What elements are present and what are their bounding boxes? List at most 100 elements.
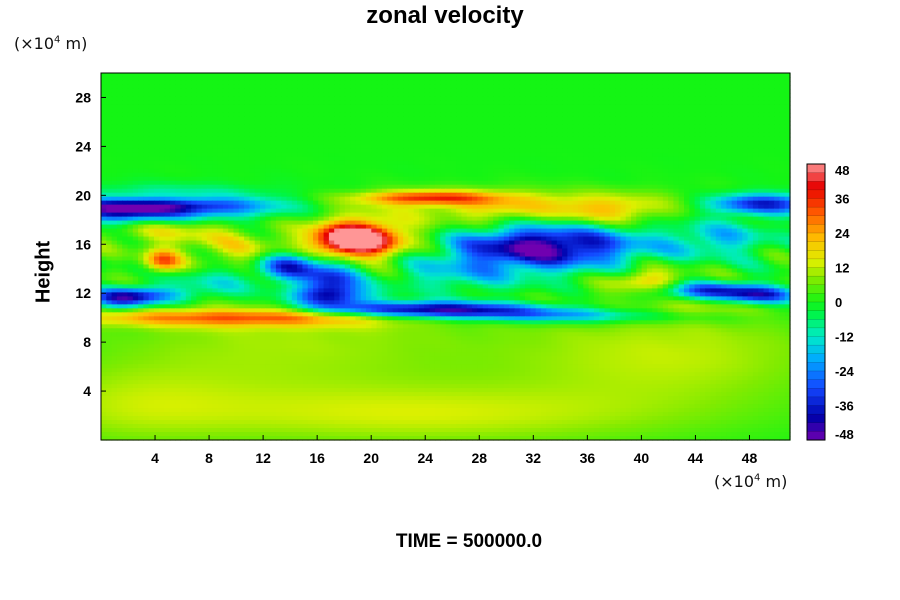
- field-cell: [668, 136, 674, 142]
- field-cell: [371, 188, 378, 194]
- field-cell: [233, 156, 240, 162]
- field-cell: [737, 112, 743, 118]
- field-cell: [318, 73, 325, 78]
- field-cell: [450, 73, 457, 78]
- field-cell: [175, 196, 182, 202]
- field-cell: [313, 96, 319, 102]
- field-cell: [143, 80, 150, 86]
- field-cell: [196, 132, 203, 138]
- field-cell: [434, 76, 441, 82]
- field-cell: [307, 148, 314, 154]
- field-cell: [196, 176, 203, 182]
- field-cell: [578, 88, 584, 94]
- field-cell: [116, 216, 123, 222]
- field-cell: [191, 224, 197, 230]
- field-cell: [344, 160, 351, 166]
- field-cell: [567, 164, 574, 170]
- field-cell: [498, 128, 505, 134]
- field-cell: [397, 184, 404, 190]
- field-cell: [535, 164, 542, 170]
- field-cell: [758, 80, 765, 86]
- field-cell: [164, 112, 171, 118]
- field-cell: [138, 216, 144, 222]
- field-cell: [556, 140, 563, 146]
- field-cell: [371, 112, 378, 118]
- field-cell: [694, 73, 701, 78]
- field-cell: [540, 76, 547, 82]
- x-axis-unit: (×104 m): [714, 472, 788, 491]
- field-cell: [599, 84, 606, 90]
- field-cell: [408, 212, 415, 218]
- field-cell: [392, 196, 399, 202]
- field-cell: [652, 100, 659, 106]
- field-cell: [646, 184, 653, 190]
- field-cell: [127, 136, 134, 142]
- field-cell: [318, 120, 325, 126]
- field-cell: [371, 104, 378, 110]
- field-cell: [519, 172, 526, 178]
- field-cell: [440, 120, 447, 126]
- field-cell: [525, 208, 531, 214]
- field-cell: [254, 160, 261, 166]
- field-cell: [631, 128, 637, 134]
- field-cell: [344, 124, 351, 130]
- field-cell: [307, 176, 314, 182]
- field-cell: [350, 192, 356, 198]
- field-cell: [159, 164, 166, 170]
- field-cell: [461, 168, 468, 174]
- field-cell: [731, 128, 738, 134]
- field-cell: [419, 168, 425, 174]
- field-cell: [318, 76, 325, 82]
- field-cell: [445, 128, 452, 134]
- field-cell: [472, 164, 478, 170]
- field-cell: [731, 132, 738, 138]
- field-cell: [514, 124, 521, 130]
- field-cell: [694, 160, 701, 166]
- field-cell: [503, 132, 510, 138]
- field-cell: [297, 120, 303, 126]
- field-cell: [429, 144, 436, 150]
- field-cell: [397, 168, 404, 174]
- field-cell: [122, 132, 129, 138]
- field-cell: [260, 84, 266, 90]
- field-cell: [493, 116, 500, 122]
- field-cell: [254, 224, 261, 230]
- field-cell: [599, 184, 606, 190]
- field-cell: [509, 100, 515, 106]
- field-cell: [440, 124, 447, 130]
- field-cell: [318, 84, 325, 90]
- field-cell: [784, 112, 791, 118]
- field-cell: [185, 92, 192, 98]
- field-cell: [774, 156, 780, 162]
- field-cell: [461, 196, 468, 202]
- field-cell: [509, 192, 515, 198]
- field-cell: [673, 112, 680, 118]
- field-cell: [228, 160, 235, 166]
- field-cell: [514, 220, 521, 226]
- field-cell: [673, 136, 680, 142]
- field-cell: [578, 76, 584, 82]
- field-cell: [752, 112, 759, 118]
- field-cell: [148, 184, 155, 190]
- field-cell: [238, 84, 245, 90]
- field-cell: [275, 140, 282, 146]
- field-cell: [636, 116, 643, 122]
- field-cell: [408, 176, 415, 182]
- field-cell: [201, 216, 208, 222]
- field-cell: [111, 188, 118, 194]
- field-cell: [164, 208, 171, 214]
- field-cell: [376, 120, 383, 126]
- field-cell: [381, 204, 388, 210]
- field-cell: [689, 156, 696, 162]
- field-cell: [408, 180, 415, 186]
- field-cell: [212, 140, 219, 146]
- field-cell: [132, 84, 139, 90]
- field-cell: [175, 136, 182, 142]
- field-cell: [482, 184, 489, 190]
- field-cell: [101, 92, 107, 98]
- field-cell: [408, 152, 415, 158]
- field-cell: [291, 76, 298, 82]
- field-cell: [440, 168, 447, 174]
- field-cell: [593, 200, 600, 206]
- field-cell: [646, 112, 653, 118]
